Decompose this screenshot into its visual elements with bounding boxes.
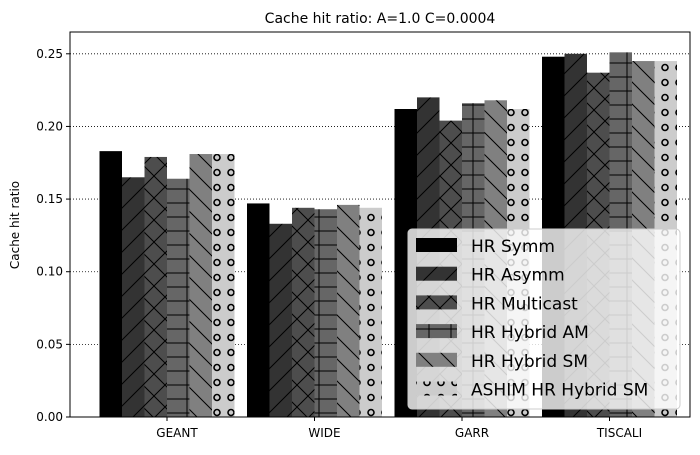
y-axis-label: Cache hit ratio [8,181,22,269]
bar [167,178,190,417]
legend-label: ASHIM HR Hybrid SM [471,381,648,401]
legend-swatch [416,324,457,339]
y-tick-label: 0.15 [36,192,63,206]
bar [99,151,122,417]
bar [337,204,360,417]
y-axis: 0.00 0.05 0.10 0.15 0.20 0.25 [36,47,70,424]
bar [359,207,382,417]
legend-label: HR Hybrid AM [471,323,589,343]
y-tick-label: 0.20 [36,119,63,133]
x-tick-label: TISCALI [596,426,642,440]
bar [122,177,145,417]
x-tick-label: GEANT [156,426,198,440]
legend-swatch [416,266,457,281]
plot-frame [69,31,691,418]
bar [144,156,167,417]
legend-box [407,228,681,410]
bar [314,209,337,417]
legend: HR Symm HR Asymm HR Multicast HR Hybrid AM H… [407,228,681,410]
x-axis: GEANT WIDE GARR TISCALI [156,417,642,440]
y-tick-label: 0.05 [36,337,63,351]
legend-label: HR Multicast [471,294,578,314]
bar [189,154,212,418]
x-tick-label: GARR [455,426,489,440]
legend-swatch [416,238,457,252]
legend-label: HR Asymm [471,266,565,286]
legend-label: HR Hybrid SM [471,352,588,372]
y-tick-label: 0.00 [36,410,63,424]
chart-title: Cache hit ratio: A=1.0 C=0.0004 [265,11,496,27]
legend-swatch [416,295,457,310]
bar [269,223,292,417]
y-tick-label: 0.10 [36,265,63,279]
bar [292,207,315,417]
legend-label: HR Symm [471,237,555,257]
x-tick-label: WIDE [308,426,340,440]
bar [247,203,270,417]
bar [212,154,235,418]
legend-swatch [416,381,457,396]
y-tick-label: 0.25 [36,47,63,61]
legend-swatch [416,352,457,367]
